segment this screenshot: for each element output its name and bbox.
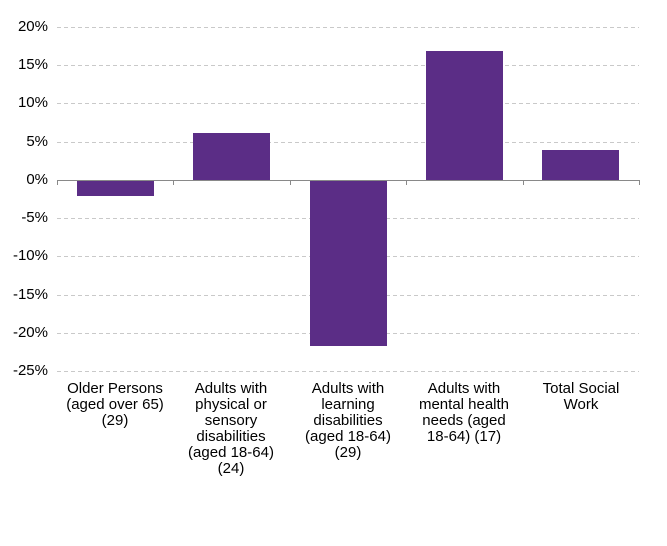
x-axis-tick bbox=[290, 180, 291, 185]
gridline-10% bbox=[57, 103, 639, 104]
y-axis-tick-label: 15% bbox=[17, 56, 48, 73]
x-axis-line bbox=[57, 180, 639, 181]
y-axis-tick-label: 20% bbox=[17, 18, 48, 35]
x-axis-category-label: Adults with physical or sensory disabili… bbox=[188, 380, 274, 477]
bar-2 bbox=[193, 133, 270, 180]
x-axis-category-label: Older Persons (aged over 65) (29) bbox=[66, 380, 164, 429]
bar-4 bbox=[426, 51, 503, 180]
y-axis-tick-label: 10% bbox=[17, 94, 48, 111]
x-axis-category-label: Adults with learning disabilities (aged … bbox=[305, 380, 391, 461]
y-axis-tick-label: -20% bbox=[12, 324, 48, 341]
gridline--25% bbox=[57, 371, 639, 372]
x-axis-category-label: Adults with mental health needs (aged 18… bbox=[418, 380, 510, 445]
x-axis-tick bbox=[57, 180, 58, 185]
x-axis-tick bbox=[406, 180, 407, 185]
bar-5 bbox=[542, 150, 619, 180]
y-axis-tick-label: 5% bbox=[26, 133, 48, 150]
y-axis-tick-label: -15% bbox=[12, 286, 48, 303]
gridline-15% bbox=[57, 65, 639, 66]
y-axis-tick-label: -5% bbox=[21, 209, 48, 226]
bar-3 bbox=[310, 181, 387, 346]
y-axis-tick-label: -10% bbox=[12, 247, 48, 264]
bar-1 bbox=[77, 181, 154, 196]
x-axis-tick bbox=[523, 180, 524, 185]
x-axis-tick bbox=[173, 180, 174, 185]
x-axis-tick bbox=[639, 180, 640, 185]
gridline-5% bbox=[57, 142, 639, 143]
y-axis-tick-label: -25% bbox=[12, 362, 48, 379]
y-axis-tick-label: 0% bbox=[26, 171, 48, 188]
gridline-20% bbox=[57, 27, 639, 28]
x-axis-category-label: Total Social Work bbox=[542, 380, 620, 413]
